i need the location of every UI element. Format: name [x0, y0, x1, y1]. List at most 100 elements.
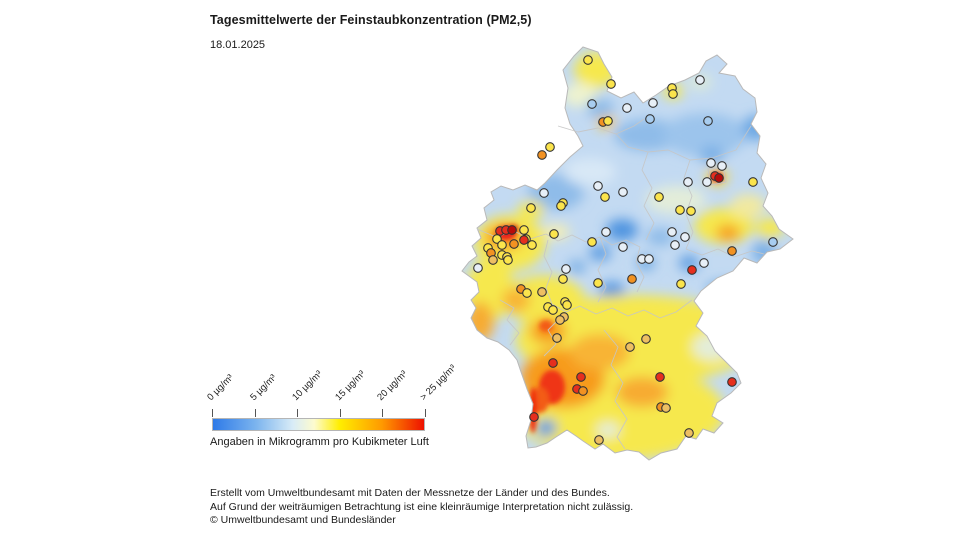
station-dot-blue — [645, 114, 655, 124]
station-dot-darkred — [507, 225, 517, 235]
station-dot-yellow — [593, 278, 603, 288]
station-dot-white — [717, 161, 727, 171]
station-dot-yellow — [519, 225, 529, 235]
station-dot-yellow — [676, 279, 686, 289]
station-dot-red — [519, 235, 529, 245]
concentration-blob — [706, 281, 750, 297]
station-dot-yellow — [562, 300, 572, 310]
station-dot-yellow — [675, 205, 685, 215]
station-dot-yellow — [556, 201, 566, 211]
source-footnote: Erstellt vom Umweltbundesamt mit Daten d… — [210, 487, 633, 528]
concentration-blob — [692, 333, 732, 361]
station-dot-white — [601, 227, 611, 237]
footnote-line-2: Auf Grund der weiträumigen Betrachtung i… — [210, 500, 634, 513]
station-dot-tan — [488, 255, 498, 265]
concentration-blob — [730, 194, 766, 218]
station-dot-darkred — [714, 173, 724, 183]
station-dot-white — [622, 103, 632, 113]
station-dot-red — [727, 377, 737, 387]
station-dot-white — [667, 227, 677, 237]
concentration-blob — [616, 377, 668, 407]
station-dot-red — [576, 372, 586, 382]
station-dot-white — [618, 242, 628, 252]
station-dot-white — [593, 181, 603, 191]
concentration-blob — [756, 218, 784, 238]
station-dot-yellow — [548, 305, 558, 315]
station-dot-yellow — [686, 206, 696, 216]
concentration-blob — [539, 320, 553, 332]
concentration-blob — [646, 228, 674, 246]
station-dot-orange — [578, 386, 588, 396]
station-dot-white — [683, 177, 693, 187]
station-dot-white — [695, 75, 705, 85]
concentration-blob — [535, 419, 557, 437]
germany-outline — [461, 46, 794, 461]
footnote-line-3: © Umweltbundesamt und Bundesländer — [210, 514, 396, 526]
concentration-blob — [700, 146, 724, 164]
station-dot-orange — [537, 150, 547, 160]
station-dot-white — [561, 264, 571, 274]
station-dot-blue — [703, 116, 713, 126]
concentration-blob — [466, 302, 494, 342]
station-dot-yellow — [583, 55, 593, 65]
station-dot-tan — [552, 333, 562, 343]
station-dot-white — [680, 232, 690, 242]
station-dot-yellow — [527, 240, 537, 250]
concentration-blob — [596, 422, 620, 438]
station-dot-red — [655, 372, 665, 382]
station-dot-tan — [625, 342, 635, 352]
station-dot-yellow — [654, 192, 664, 202]
date-label: 18.01.2025 — [210, 39, 266, 51]
station-dot-yellow — [497, 240, 507, 250]
station-dot-white — [644, 254, 654, 264]
station-dot-yellow — [526, 203, 536, 213]
station-dot-tan — [537, 287, 547, 297]
station-dot-white — [539, 188, 549, 198]
concentration-blob — [716, 225, 740, 241]
station-dot-tan — [641, 334, 651, 344]
concentration-blob — [568, 260, 586, 274]
station-dot-blue — [768, 237, 778, 247]
station-dot-blue — [587, 99, 597, 109]
station-dot-red — [529, 412, 539, 422]
station-dot-red — [687, 265, 697, 275]
station-dot-yellow — [545, 142, 555, 152]
concentration-blob — [589, 245, 611, 261]
concentration-blob — [570, 334, 630, 370]
station-dot-yellow — [606, 79, 616, 89]
station-dot-red — [548, 358, 558, 368]
station-dot-tan — [555, 315, 565, 325]
station-dot-yellow — [600, 192, 610, 202]
station-dot-tan — [684, 428, 694, 438]
station-dot-orange — [509, 239, 519, 249]
station-dot-yellow — [549, 229, 559, 239]
station-dot-yellow — [558, 274, 568, 284]
station-dot-white — [702, 177, 712, 187]
station-dot-tan — [661, 403, 671, 413]
station-dot-yellow — [522, 288, 532, 298]
station-dot-white — [618, 187, 628, 197]
station-dot-white — [670, 240, 680, 250]
station-dot-yellow — [668, 89, 678, 99]
station-dot-orange — [627, 274, 637, 284]
station-dot-yellow — [503, 255, 513, 265]
station-dot-yellow — [587, 237, 597, 247]
station-dot-yellow — [748, 177, 758, 187]
concentration-blob — [529, 387, 537, 433]
page-title: Tagesmittelwerte der Feinstaubkonzentrat… — [210, 13, 532, 27]
station-dot-white — [473, 263, 483, 273]
concentration-blob — [606, 219, 638, 241]
station-dot-white — [706, 158, 716, 168]
concentration-blob — [663, 113, 747, 157]
station-dot-orange — [727, 246, 737, 256]
measurement-stations — [473, 55, 778, 445]
station-dot-white — [699, 258, 709, 268]
station-dot-yellow — [603, 116, 613, 126]
concentration-blob — [742, 115, 770, 141]
footnote-line-1: Erstellt vom Umweltbundesamt mit Daten d… — [210, 487, 610, 499]
station-dot-tan — [594, 435, 604, 445]
concentration-blob — [564, 158, 616, 186]
